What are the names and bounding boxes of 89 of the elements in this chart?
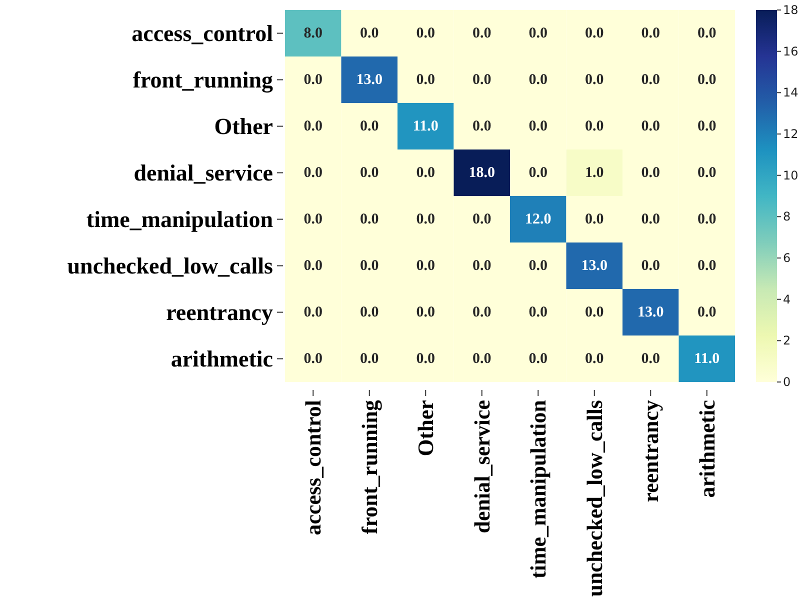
data-label: 0.0 bbox=[641, 25, 660, 42]
y-tick-label: front_running bbox=[132, 67, 274, 94]
data-label: 0.0 bbox=[585, 304, 604, 320]
data-label: 1.0 bbox=[585, 164, 604, 181]
x-tick-label: unchecked_low_calls bbox=[582, 400, 607, 597]
data-label: 0.0 bbox=[360, 25, 379, 42]
data-label: 0.0 bbox=[416, 25, 435, 42]
data-label: 0.0 bbox=[698, 211, 716, 228]
x-tick-label: arithmetic bbox=[694, 400, 720, 498]
data-label: 0.0 bbox=[416, 350, 435, 367]
data-label: 0.0 bbox=[304, 211, 322, 228]
data-label: 0.0 bbox=[698, 164, 716, 181]
data-label: 11.0 bbox=[412, 118, 438, 134]
data-label: 0.0 bbox=[472, 118, 492, 134]
color-bar-label: 6 bbox=[783, 251, 791, 265]
data-label: 0.0 bbox=[641, 211, 660, 228]
data-label: 0.0 bbox=[360, 350, 379, 367]
data-label: 0.0 bbox=[641, 164, 660, 181]
data-label: 0.0 bbox=[416, 304, 435, 320]
data-label: 0.0 bbox=[304, 164, 322, 181]
data-label: 0.0 bbox=[472, 72, 492, 88]
data-label: 0.0 bbox=[585, 211, 604, 228]
x-tick-label: denial_service bbox=[469, 400, 494, 534]
data-label: 0.0 bbox=[304, 72, 322, 88]
data-label: 0.0 bbox=[528, 350, 548, 367]
y-tick-label: arithmetic bbox=[170, 346, 273, 372]
data-label: 18.0 bbox=[468, 164, 495, 181]
data-label: 0.0 bbox=[304, 350, 322, 367]
data-label: 0.0 bbox=[528, 118, 548, 134]
data-label: 0.0 bbox=[528, 25, 548, 42]
data-label: 0.0 bbox=[698, 304, 716, 320]
x-tick-label: time_manipulation bbox=[526, 400, 551, 578]
data-label: 0.0 bbox=[641, 72, 660, 88]
data-label: 0.0 bbox=[641, 118, 660, 134]
color-bar-label: 12 bbox=[783, 127, 798, 141]
data-label: 0.0 bbox=[585, 118, 604, 134]
data-label: 0.0 bbox=[416, 164, 435, 181]
data-label: 0.0 bbox=[585, 72, 604, 88]
data-label: 0.0 bbox=[304, 258, 322, 274]
data-label: 0.0 bbox=[416, 211, 435, 228]
color-bar-label: 10 bbox=[783, 168, 798, 182]
data-label: 0.0 bbox=[698, 118, 716, 134]
color-bar-label: 16 bbox=[783, 44, 798, 58]
data-label: 0.0 bbox=[304, 304, 322, 320]
color-bar-label: 2 bbox=[783, 334, 791, 348]
data-label: 0.0 bbox=[360, 258, 379, 274]
data-label: 0.0 bbox=[585, 350, 604, 367]
y-tick-label: time_manipulation bbox=[86, 206, 274, 232]
data-label: 0.0 bbox=[472, 258, 492, 274]
y-tick-label: Other bbox=[214, 114, 273, 139]
x-tick-label: front_running bbox=[356, 400, 382, 534]
data-label: 0.0 bbox=[416, 258, 435, 274]
color-bar-label: 8 bbox=[783, 210, 791, 224]
data-label: 0.0 bbox=[698, 25, 716, 42]
data-label: 0.0 bbox=[528, 258, 548, 274]
data-label: 13.0 bbox=[356, 72, 382, 88]
data-label: 0.0 bbox=[528, 72, 548, 88]
data-label: 0.0 bbox=[528, 304, 548, 320]
data-label: 13.0 bbox=[581, 258, 608, 274]
data-label: 0.0 bbox=[472, 350, 492, 367]
data-label: 0.0 bbox=[360, 304, 379, 320]
data-label: 0.0 bbox=[304, 118, 322, 134]
data-label: 0.0 bbox=[360, 211, 379, 228]
data-label: 0.0 bbox=[641, 350, 660, 367]
data-label: 0.0 bbox=[585, 25, 604, 42]
y-tick-label: unchecked_low_calls bbox=[67, 253, 274, 278]
data-label: 0.0 bbox=[472, 211, 492, 228]
data-label: 0.0 bbox=[360, 164, 379, 181]
data-label: 0.0 bbox=[698, 72, 716, 88]
data-label: 0.0 bbox=[416, 72, 435, 88]
color-bar-label: 14 bbox=[783, 86, 798, 100]
y-tick-label: reentrancy bbox=[166, 300, 274, 325]
color-bar-label: 4 bbox=[783, 292, 791, 306]
data-label: 0.0 bbox=[698, 258, 716, 274]
data-label: 0.0 bbox=[472, 304, 492, 320]
color-bar-label: 0 bbox=[783, 375, 791, 389]
y-tick-label: access_control bbox=[132, 20, 273, 46]
data-label: 8.0 bbox=[304, 25, 322, 42]
data-label: 12.0 bbox=[525, 211, 552, 228]
data-label: 0.0 bbox=[528, 164, 548, 181]
data-label: 0.0 bbox=[472, 25, 492, 42]
data-label: 11.0 bbox=[694, 350, 720, 367]
x-tick-label: Other bbox=[413, 400, 438, 456]
data-label: 13.0 bbox=[638, 304, 664, 320]
color-bar-label: 18 bbox=[783, 3, 798, 17]
data-label: 0.0 bbox=[641, 258, 660, 274]
y-tick-label: denial_service bbox=[134, 160, 273, 186]
data-label: 0.0 bbox=[360, 118, 379, 134]
x-tick-label: reentrancy bbox=[638, 400, 664, 502]
